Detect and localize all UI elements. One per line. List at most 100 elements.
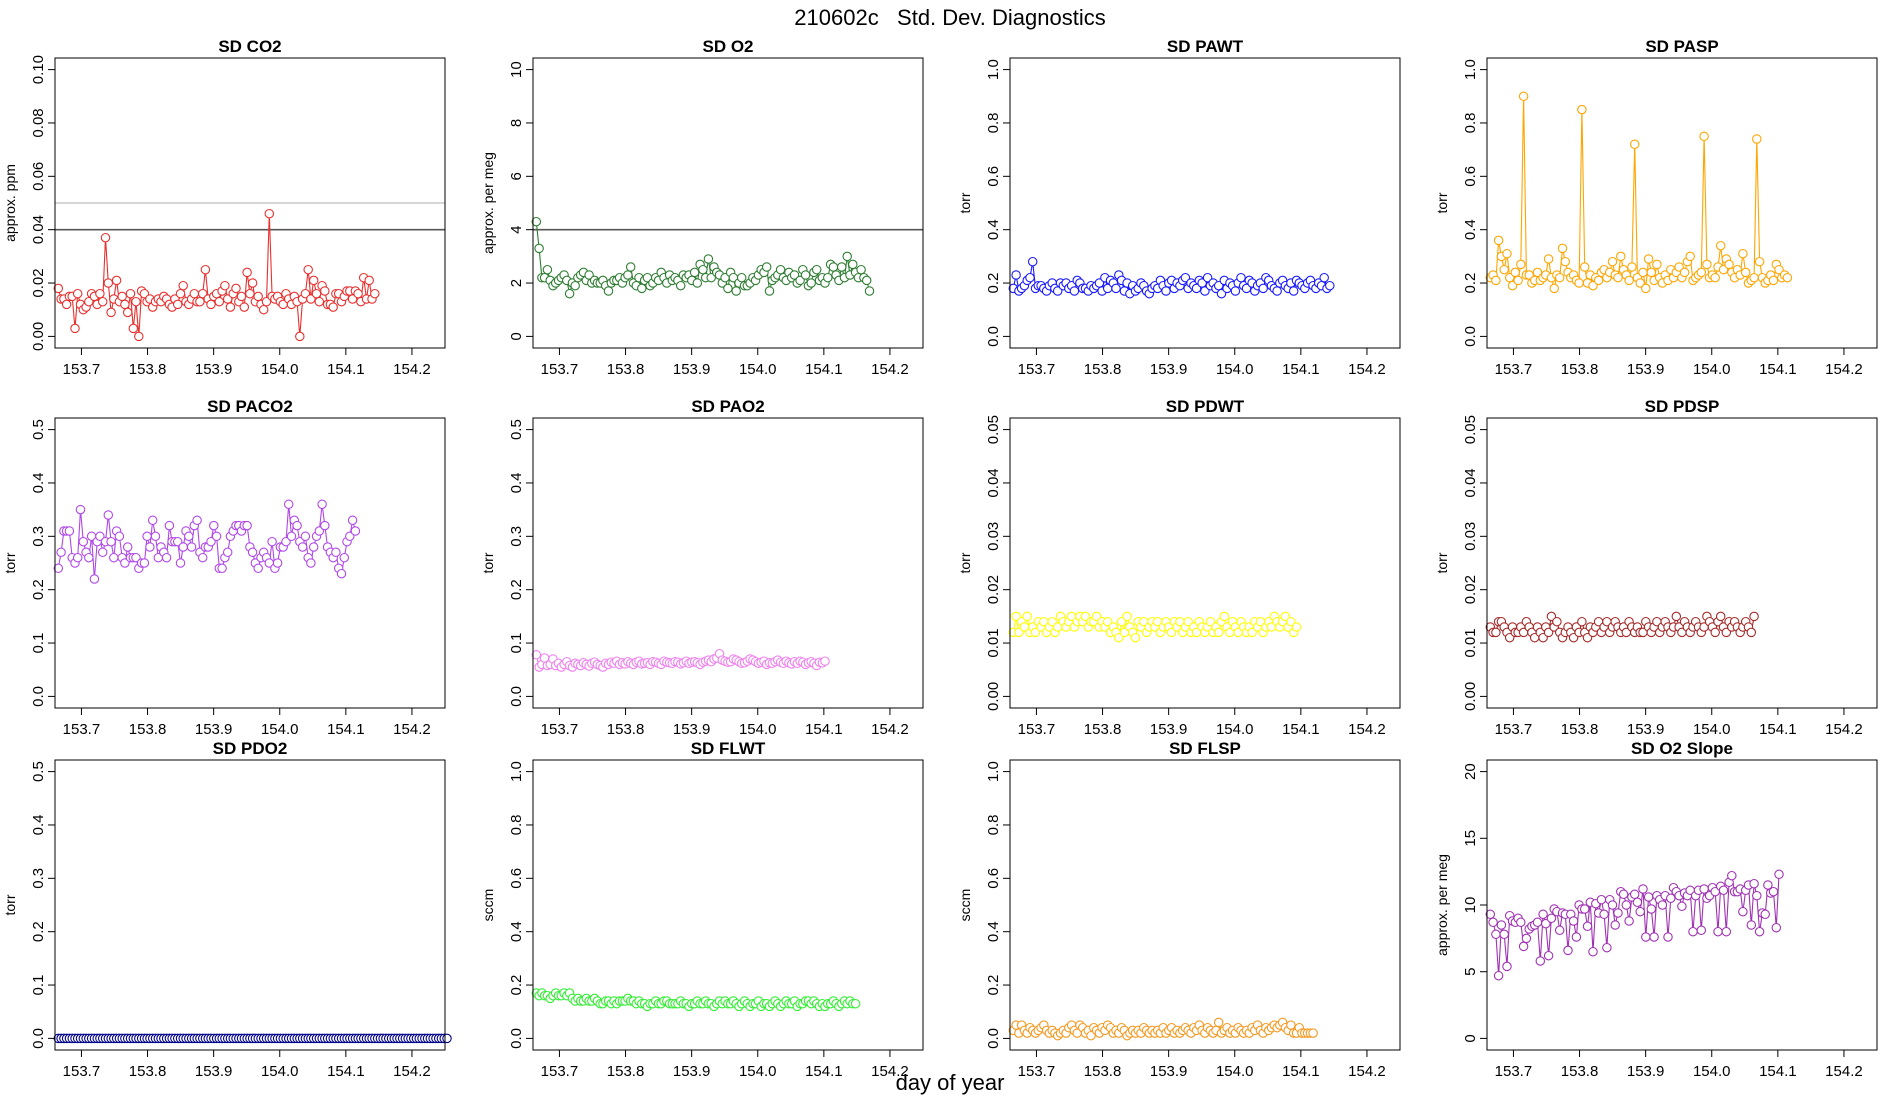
x-tick-label: 154.1 (1759, 1063, 1797, 1080)
plot-frame (54, 759, 446, 1051)
y-tick-label: 0.01 (985, 628, 1002, 657)
x-tick-label: 154.1 (1282, 721, 1320, 738)
x-tick-label: 153.8 (1084, 361, 1122, 378)
x-tick-label: 153.8 (129, 1063, 167, 1080)
plot-frame (1009, 57, 1401, 349)
data-point (1638, 267, 1648, 278)
data-point (164, 520, 175, 531)
data-point (175, 288, 186, 299)
series-line (1489, 96, 1788, 289)
data-point (1738, 248, 1748, 259)
x-tick-label: 153.7 (541, 1063, 579, 1080)
x-tick-label: 154.2 (871, 1063, 909, 1080)
data-point (1782, 272, 1793, 283)
y-tick-label: 1.0 (985, 761, 1002, 782)
data-point (692, 278, 703, 288)
data-point (820, 656, 830, 666)
x-tick-label: 154.2 (393, 361, 431, 378)
y-tick-label: 0.8 (1462, 113, 1479, 134)
y-tick-label: 2 (508, 279, 525, 287)
data-point (209, 520, 219, 531)
x-tick-label: 153.7 (63, 361, 101, 378)
y-axis-label: approx. per meg (1434, 854, 1450, 956)
plot-frame (532, 759, 924, 1051)
data-point (239, 302, 250, 312)
y-tick-label: 0 (508, 332, 525, 340)
x-tick-label: 154.1 (805, 1063, 843, 1080)
x-tick-label: 153.8 (1084, 1063, 1122, 1080)
data-point (1571, 932, 1582, 942)
data-point (1288, 286, 1299, 296)
data-point (272, 558, 283, 568)
data-point (1513, 275, 1523, 286)
plot-frame (1009, 759, 1401, 1051)
data-point (1027, 256, 1038, 267)
y-tick-label: 0.5 (508, 419, 525, 440)
data-point (1213, 1017, 1224, 1028)
data-point (1715, 240, 1726, 251)
data-point (1752, 134, 1762, 144)
y-tick-label: 10 (1462, 897, 1479, 914)
data-point (286, 531, 297, 542)
y-tick-label: 0.6 (508, 868, 525, 889)
data-point (1666, 893, 1676, 904)
data-point (1518, 91, 1529, 102)
data-point (217, 563, 227, 574)
data-point (114, 531, 125, 542)
data-point (178, 542, 188, 552)
y-tick-label: 0.1 (30, 975, 47, 996)
chart-panel: SD PDWT 153.7 153.8 153.9 154.0 154.1 154.2 0.0… (957, 397, 1401, 738)
x-tick-label: 154.0 (1693, 1063, 1731, 1080)
data-point (828, 262, 839, 272)
data-point (1308, 1028, 1318, 1038)
data-point (89, 574, 100, 584)
data-point (1493, 970, 1504, 981)
y-tick-label: 0.02 (30, 268, 47, 297)
data-point (542, 264, 553, 275)
data-point (350, 526, 361, 536)
data-point (172, 299, 183, 310)
data-point (258, 304, 269, 315)
y-tick-label: 0.2 (30, 579, 47, 600)
data-point (856, 264, 866, 275)
data-point (1715, 611, 1726, 622)
data-point (200, 264, 211, 275)
y-tick-label: 0.05 (985, 415, 1002, 444)
data-point (103, 278, 114, 288)
chart-panel: SD PACO2 153.7 153.8 153.9 154.0 154.1 154.2 0.… (2, 397, 446, 738)
data-point (1688, 926, 1698, 937)
data-point (1543, 950, 1554, 961)
y-tick-label: 0.8 (985, 815, 1002, 836)
data-point (122, 542, 133, 552)
x-tick-label: 153.8 (1084, 721, 1122, 738)
data-point (1677, 901, 1687, 912)
data-point (308, 275, 319, 286)
data-point (1702, 259, 1712, 270)
x-tick-label: 154.1 (1282, 1063, 1320, 1080)
data-point (186, 542, 197, 552)
data-point (1657, 900, 1668, 910)
data-point (1516, 917, 1526, 928)
data-point (264, 208, 275, 219)
y-axis-label: torr (957, 192, 973, 213)
x-tick-label: 153.9 (1627, 721, 1665, 738)
data-point (1624, 275, 1634, 286)
data-point (311, 288, 322, 299)
data-point (1624, 916, 1634, 926)
y-tick-label: 0.06 (30, 162, 47, 191)
data-point (1749, 272, 1759, 283)
data-point (1213, 627, 1224, 638)
data-point (1554, 272, 1565, 283)
y-tick-label: 0.3 (30, 526, 47, 547)
data-point (314, 296, 325, 307)
y-tick-label: 0.02 (985, 575, 1002, 604)
data-point (1568, 916, 1579, 926)
data-point (97, 296, 108, 307)
data-point (1022, 611, 1032, 622)
x-tick-label: 153.9 (673, 721, 711, 738)
data-point (850, 998, 861, 1009)
y-tick-label: 0.4 (508, 921, 525, 942)
x-tick-label: 154.2 (1348, 721, 1386, 738)
data-point (1710, 627, 1720, 638)
